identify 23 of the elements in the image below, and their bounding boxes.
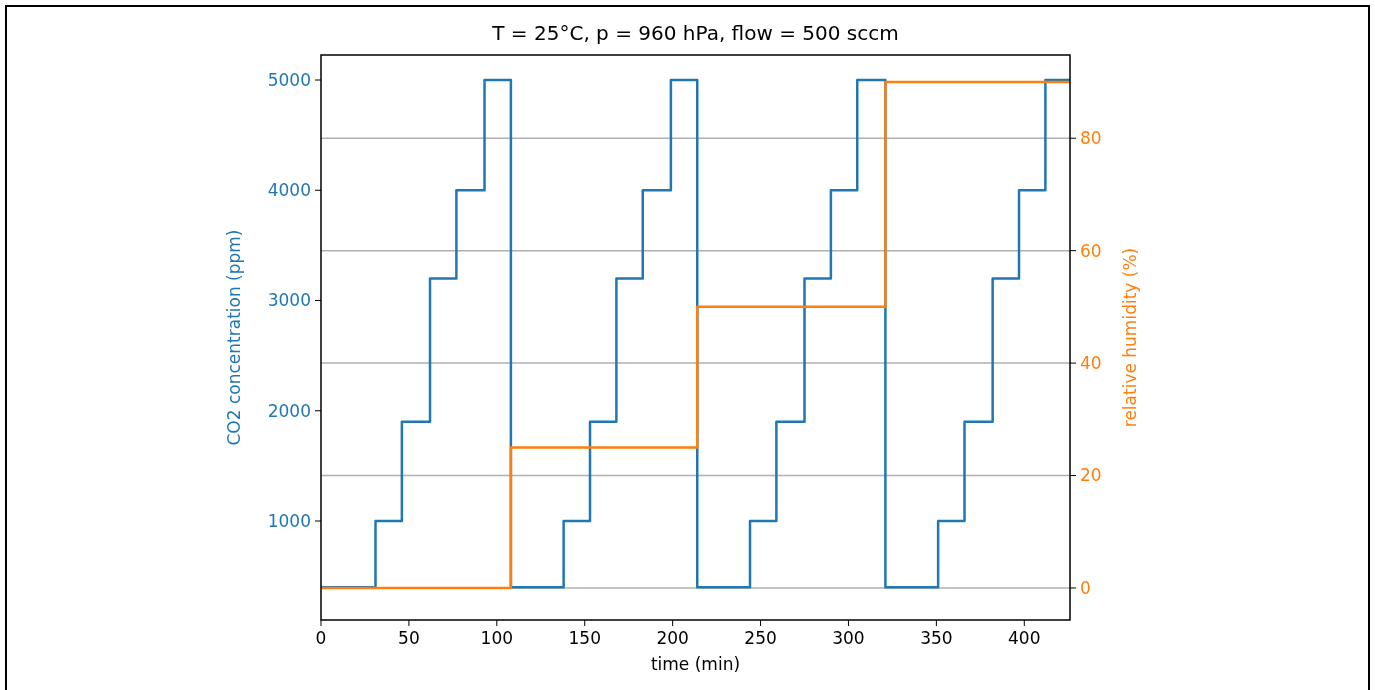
chart-title: T = 25°C, p = 960 hPa, flow = 500 sccm bbox=[491, 21, 899, 45]
x-tick-label: 100 bbox=[480, 628, 514, 648]
x-tick-label: 400 bbox=[1008, 628, 1041, 648]
x-tick-label: 50 bbox=[398, 628, 420, 648]
y2-tick-label: 20 bbox=[1080, 465, 1102, 486]
x-tick-label: 250 bbox=[744, 628, 777, 648]
x-tick-label: 350 bbox=[920, 628, 953, 648]
y-axis-title: CO2 concentration (ppm) bbox=[224, 229, 244, 446]
x-tick-label: 300 bbox=[832, 628, 865, 648]
y-tick-label: 1000 bbox=[267, 510, 311, 531]
y-tick-label: 2000 bbox=[267, 400, 311, 421]
x-tick-label: 150 bbox=[568, 628, 601, 648]
y-tick-label: 4000 bbox=[267, 180, 311, 201]
x-tick-label: 200 bbox=[656, 628, 689, 648]
y2-tick-label: 80 bbox=[1080, 128, 1102, 149]
y2-axis-title: relative humidity (%) bbox=[1120, 247, 1140, 428]
y2-tick-label: 60 bbox=[1080, 240, 1102, 261]
y2-tick-label: 40 bbox=[1080, 353, 1102, 374]
x-tick-label: 0 bbox=[315, 628, 327, 648]
x-axis-title: time (min) bbox=[650, 654, 741, 674]
y2-tick-label: 0 bbox=[1080, 577, 1091, 598]
y-tick-label: 5000 bbox=[267, 69, 311, 90]
y-tick-label: 3000 bbox=[267, 290, 311, 311]
